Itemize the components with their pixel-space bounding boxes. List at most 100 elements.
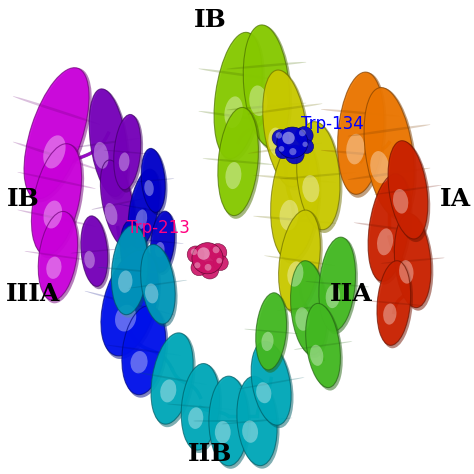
Ellipse shape <box>306 303 340 388</box>
Ellipse shape <box>100 160 135 248</box>
Ellipse shape <box>151 211 175 272</box>
Ellipse shape <box>339 73 386 198</box>
Ellipse shape <box>130 170 162 251</box>
Ellipse shape <box>209 376 248 466</box>
Ellipse shape <box>364 301 423 306</box>
Ellipse shape <box>31 144 82 255</box>
Ellipse shape <box>24 251 91 261</box>
Ellipse shape <box>348 168 430 180</box>
Ellipse shape <box>218 108 258 216</box>
Ellipse shape <box>277 305 341 311</box>
Ellipse shape <box>221 418 292 424</box>
Ellipse shape <box>38 211 78 301</box>
Circle shape <box>276 132 282 138</box>
Ellipse shape <box>89 89 128 196</box>
Ellipse shape <box>130 351 147 374</box>
Ellipse shape <box>219 108 261 219</box>
Circle shape <box>194 262 201 268</box>
Ellipse shape <box>280 210 323 314</box>
Ellipse shape <box>321 150 401 157</box>
Circle shape <box>272 129 289 146</box>
Ellipse shape <box>141 148 165 212</box>
Circle shape <box>295 127 313 145</box>
Ellipse shape <box>263 70 308 187</box>
Ellipse shape <box>374 185 442 195</box>
Ellipse shape <box>118 204 169 213</box>
Ellipse shape <box>302 175 319 202</box>
Ellipse shape <box>144 180 154 196</box>
Text: IB: IB <box>193 8 226 32</box>
Ellipse shape <box>40 212 80 303</box>
Ellipse shape <box>33 144 84 258</box>
Ellipse shape <box>91 90 130 200</box>
Ellipse shape <box>393 189 408 214</box>
Ellipse shape <box>105 203 118 225</box>
Ellipse shape <box>368 174 410 282</box>
Ellipse shape <box>25 68 91 202</box>
Ellipse shape <box>305 281 369 287</box>
Circle shape <box>279 146 284 152</box>
Ellipse shape <box>271 138 319 260</box>
Ellipse shape <box>104 150 151 155</box>
Ellipse shape <box>82 217 110 289</box>
Ellipse shape <box>106 345 182 356</box>
Ellipse shape <box>238 377 305 389</box>
Ellipse shape <box>262 332 273 351</box>
Ellipse shape <box>227 103 306 110</box>
Ellipse shape <box>381 258 445 264</box>
Ellipse shape <box>249 85 267 116</box>
Ellipse shape <box>280 200 299 230</box>
Ellipse shape <box>346 134 365 164</box>
Ellipse shape <box>320 238 358 334</box>
Ellipse shape <box>264 71 310 191</box>
Ellipse shape <box>102 251 161 359</box>
Ellipse shape <box>287 261 303 287</box>
Circle shape <box>275 144 291 159</box>
Text: IA: IA <box>439 187 471 211</box>
Ellipse shape <box>224 96 243 128</box>
Ellipse shape <box>128 169 159 248</box>
Circle shape <box>205 264 211 271</box>
Ellipse shape <box>326 284 340 308</box>
Ellipse shape <box>256 293 287 370</box>
Ellipse shape <box>155 242 164 257</box>
Text: IIB: IIB <box>188 442 232 466</box>
Ellipse shape <box>365 88 417 220</box>
Ellipse shape <box>369 174 412 284</box>
Ellipse shape <box>101 250 158 356</box>
Ellipse shape <box>199 69 278 80</box>
Ellipse shape <box>257 294 289 373</box>
Ellipse shape <box>251 341 291 425</box>
Ellipse shape <box>188 407 203 429</box>
Ellipse shape <box>243 25 290 147</box>
Ellipse shape <box>84 291 175 315</box>
Ellipse shape <box>94 142 109 169</box>
Ellipse shape <box>310 345 323 366</box>
Ellipse shape <box>377 228 393 255</box>
Ellipse shape <box>319 237 356 331</box>
Circle shape <box>299 129 306 137</box>
Ellipse shape <box>253 216 337 224</box>
Ellipse shape <box>214 32 262 159</box>
Ellipse shape <box>292 262 329 358</box>
Text: IIA: IIA <box>330 282 373 306</box>
Text: IIIA: IIIA <box>6 282 60 306</box>
Ellipse shape <box>111 225 148 315</box>
Ellipse shape <box>248 143 322 154</box>
Ellipse shape <box>114 115 141 190</box>
Ellipse shape <box>142 240 184 244</box>
Ellipse shape <box>91 198 145 210</box>
Ellipse shape <box>43 135 65 168</box>
Ellipse shape <box>120 221 148 291</box>
Ellipse shape <box>24 68 89 199</box>
Ellipse shape <box>123 307 168 398</box>
Ellipse shape <box>142 245 178 327</box>
Ellipse shape <box>181 364 219 450</box>
Ellipse shape <box>388 141 428 239</box>
Circle shape <box>187 246 204 263</box>
Ellipse shape <box>264 255 335 265</box>
Ellipse shape <box>98 267 162 273</box>
Ellipse shape <box>136 210 147 229</box>
Ellipse shape <box>396 214 433 310</box>
Ellipse shape <box>383 303 396 325</box>
